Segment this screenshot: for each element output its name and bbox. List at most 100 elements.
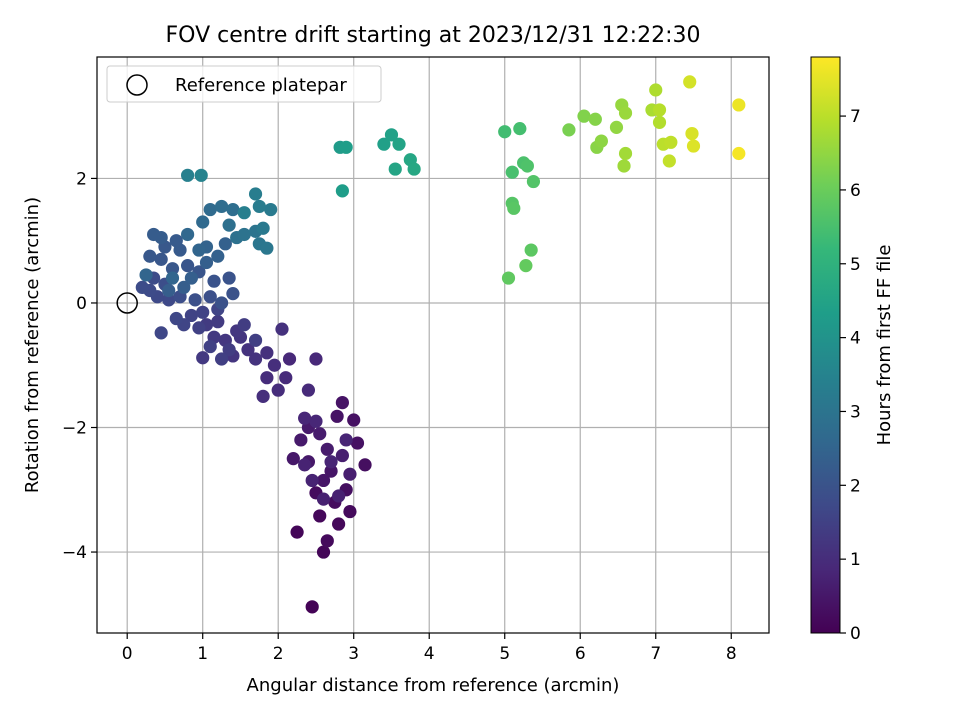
scatter-point bbox=[377, 137, 391, 151]
scatter-point bbox=[309, 414, 323, 428]
legend-box bbox=[106, 65, 382, 103]
scatter-point bbox=[237, 318, 251, 332]
scatter-point bbox=[203, 290, 217, 304]
scatter-point bbox=[237, 206, 251, 220]
x-tick-label: 3 bbox=[348, 644, 359, 664]
scatter-point bbox=[320, 534, 334, 548]
scatter-point bbox=[524, 243, 538, 257]
scatter-point bbox=[309, 352, 323, 366]
scatter-point bbox=[267, 358, 282, 372]
scatter-point bbox=[324, 464, 338, 478]
scatter-point bbox=[222, 218, 236, 232]
scatter-point bbox=[388, 162, 402, 176]
scatter-point bbox=[214, 352, 229, 366]
x-tick-label: 4 bbox=[424, 644, 435, 664]
scatter-point bbox=[184, 271, 198, 285]
scatter-point bbox=[248, 352, 263, 366]
chart-title: FOV centre drift starting at 2023/12/31 … bbox=[166, 23, 701, 48]
scatter-point bbox=[505, 165, 519, 179]
legend-entry-label: Reference platepar bbox=[175, 75, 347, 96]
scatter-point bbox=[498, 125, 512, 139]
scatter-point bbox=[335, 448, 349, 463]
colorbar bbox=[810, 56, 841, 634]
scatter-point bbox=[305, 600, 319, 614]
scatter-point bbox=[282, 352, 297, 366]
scatter-point bbox=[320, 442, 334, 456]
scatter-point bbox=[135, 280, 149, 294]
colorbar-tick-label: 1 bbox=[850, 550, 861, 570]
scatter-point bbox=[264, 202, 278, 217]
x-tick-label: 0 bbox=[122, 644, 133, 664]
scatter-point bbox=[513, 122, 527, 136]
scatter-point bbox=[275, 322, 289, 336]
scatter-point bbox=[618, 106, 633, 120]
scatter-point bbox=[335, 184, 349, 198]
scatter-point bbox=[271, 383, 285, 397]
scatter-point bbox=[177, 280, 191, 294]
scatter-point bbox=[313, 427, 327, 441]
scatter-point bbox=[384, 128, 399, 142]
scatter-point bbox=[652, 103, 667, 117]
scatter-point bbox=[649, 83, 663, 97]
scatter-point bbox=[609, 120, 624, 134]
scatter-point bbox=[214, 296, 229, 310]
scatter-point bbox=[618, 146, 633, 161]
colorbar-ticks: 0 1 2 3 4 5 6 7 bbox=[840, 107, 861, 644]
x-axis-label: Angular distance from reference (arcmin) bbox=[247, 675, 620, 696]
data-points bbox=[135, 75, 746, 614]
scatter-point bbox=[181, 168, 195, 182]
scatter-point bbox=[562, 123, 576, 137]
scatter-point bbox=[207, 274, 221, 288]
scatter-point bbox=[203, 339, 217, 354]
x-tick-label: 5 bbox=[499, 644, 510, 664]
y-axis-ticks: −4 −2 0 2 bbox=[62, 169, 97, 563]
plot-area-frame bbox=[96, 56, 770, 634]
reference-marker-layer bbox=[116, 292, 138, 314]
y-tick-label: −2 bbox=[62, 419, 87, 439]
scatter-point bbox=[165, 262, 180, 276]
scatter-point bbox=[218, 237, 232, 251]
scatter-point bbox=[143, 249, 157, 263]
scatter-point bbox=[335, 396, 349, 410]
scatter-point bbox=[154, 252, 168, 266]
scatter-point bbox=[594, 134, 608, 148]
scatter-point bbox=[526, 174, 541, 189]
scatter-point bbox=[501, 271, 516, 285]
scatter-point bbox=[343, 504, 357, 519]
colorbar-tick-label: 2 bbox=[850, 476, 861, 496]
x-tick-label: 2 bbox=[273, 644, 284, 664]
scatter-point bbox=[662, 154, 676, 168]
scatter-point bbox=[316, 492, 331, 506]
scatter-point bbox=[226, 287, 240, 301]
scatter-point bbox=[165, 271, 180, 285]
scatter-point bbox=[664, 135, 678, 149]
scatter-point bbox=[256, 389, 270, 403]
scatter-point bbox=[154, 326, 168, 340]
colorbar-tick-label: 5 bbox=[850, 255, 861, 275]
scatter-point bbox=[256, 221, 270, 235]
scatter-point bbox=[162, 293, 176, 307]
scatter-point bbox=[211, 315, 225, 329]
scatter-point bbox=[192, 321, 206, 335]
scatter-point bbox=[196, 351, 210, 365]
x-tick-label: 7 bbox=[650, 644, 661, 664]
scatter-point bbox=[358, 458, 372, 472]
reference-platepar-marker bbox=[116, 292, 138, 314]
scatter-point bbox=[507, 201, 521, 215]
scatter-point bbox=[241, 343, 255, 357]
scatter-point bbox=[181, 227, 195, 242]
scatter-point bbox=[252, 199, 266, 214]
legend: Reference platepar bbox=[106, 65, 382, 103]
scatter-point bbox=[313, 509, 327, 523]
scatter-point bbox=[222, 343, 236, 357]
scatter-point bbox=[248, 333, 263, 347]
scatter-point bbox=[407, 162, 421, 176]
scatter-point bbox=[181, 259, 195, 273]
scatter-point bbox=[316, 473, 331, 488]
grid-lines bbox=[97, 57, 769, 633]
scatter-point bbox=[222, 271, 236, 285]
x-tick-label: 6 bbox=[575, 644, 586, 664]
scatter-point bbox=[339, 433, 353, 447]
scatter-point bbox=[260, 241, 274, 255]
